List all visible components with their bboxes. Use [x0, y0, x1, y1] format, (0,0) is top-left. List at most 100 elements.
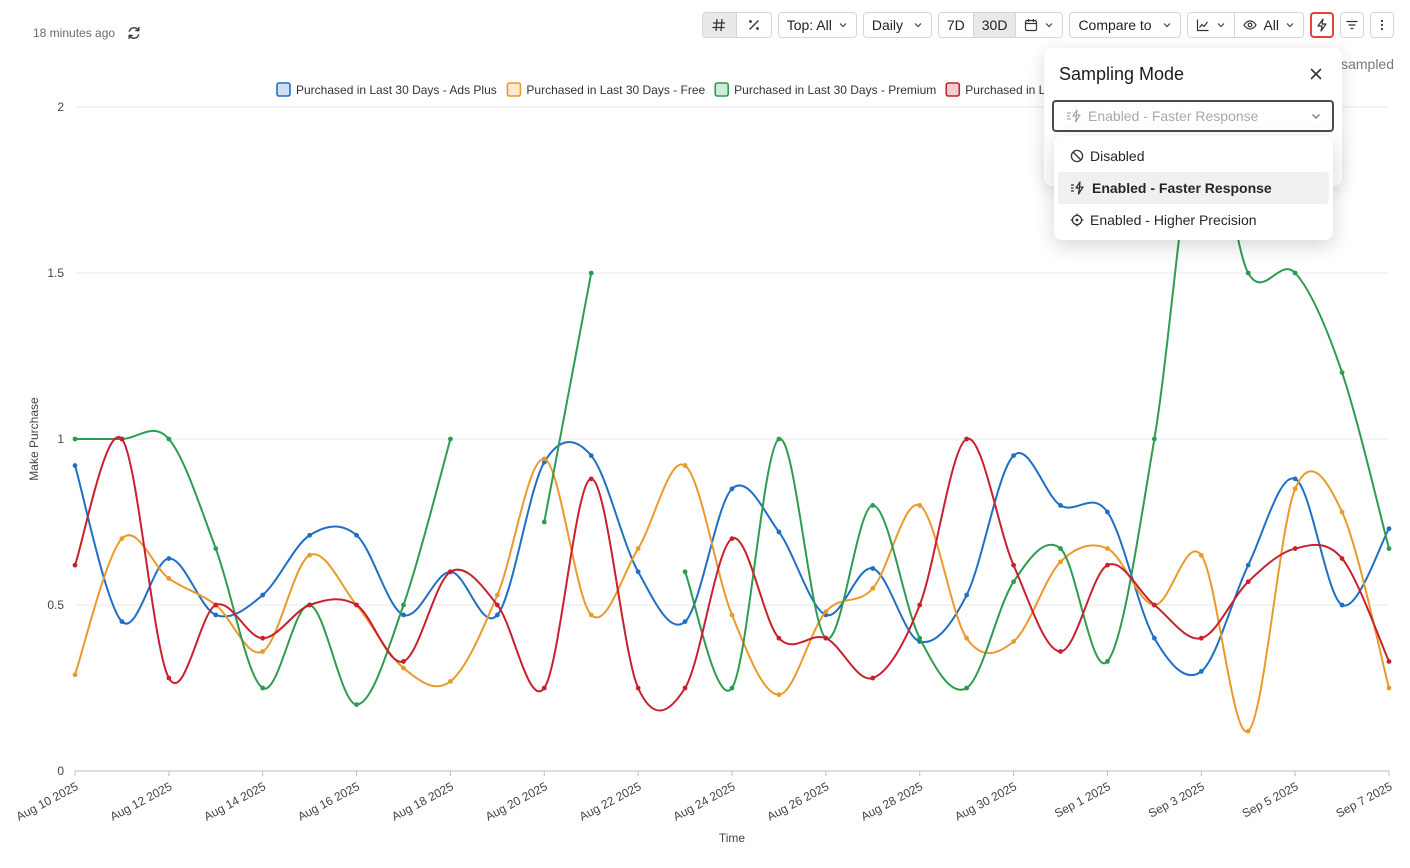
- filter-button[interactable]: [1340, 12, 1364, 38]
- chart-legend: Purchased in Last 30 Days - Ads Plus Purc…: [276, 82, 1109, 97]
- data-point: [682, 463, 688, 468]
- legend-item[interactable]: Purchased in Last 30 Days - Ads Plus: [276, 82, 497, 97]
- data-point: [541, 456, 547, 462]
- lightning-icon: [1317, 18, 1327, 32]
- data-point: [72, 463, 78, 468]
- data-point: [917, 635, 923, 641]
- data-point: [729, 612, 735, 618]
- range-7d-button[interactable]: 7D: [938, 13, 974, 37]
- x-tick-label: Aug 22 2025: [577, 779, 644, 823]
- data-point: [964, 592, 970, 598]
- data-point: [1058, 649, 1063, 654]
- option-label: Enabled - Higher Precision: [1090, 212, 1257, 228]
- crosshair-icon: [1070, 213, 1084, 227]
- popover-title: Sampling Mode: [1059, 64, 1185, 84]
- data-point: [870, 675, 876, 681]
- compare-to-dropdown[interactable]: Compare to: [1069, 12, 1182, 38]
- legend-label: Purchased in Last 30 Days - Premium: [734, 83, 936, 97]
- x-tick-label: Sep 5 2025: [1240, 779, 1301, 820]
- data-point: [213, 602, 219, 608]
- calendar-picker-button[interactable]: [1016, 13, 1063, 37]
- x-tick-label: Sep 1 2025: [1052, 779, 1113, 820]
- hash-icon[interactable]: [702, 13, 737, 37]
- data-point: [1151, 635, 1157, 641]
- display-options: All: [1187, 12, 1304, 38]
- y-axis-label: Make Purchase: [27, 397, 41, 481]
- y-axis-ticks: 0 0.5 1 1.5 2: [47, 100, 64, 778]
- data-point: [1011, 453, 1016, 458]
- option-disabled[interactable]: Disabled: [1058, 140, 1329, 172]
- close-icon[interactable]: [1308, 66, 1324, 82]
- x-tick-label: Aug 24 2025: [671, 779, 738, 823]
- chevron-down-icon: [1312, 114, 1320, 119]
- data-point: [401, 665, 406, 671]
- data-point: [541, 685, 547, 691]
- data-point: [1011, 562, 1016, 568]
- interval-dropdown[interactable]: Daily: [862, 12, 932, 38]
- sampling-mode-selected-value: Enabled - Faster Response: [1088, 108, 1259, 124]
- series-line: [74, 457, 1390, 733]
- data-point: [401, 612, 406, 618]
- sampling-mode-button[interactable]: [1310, 12, 1334, 38]
- legend-item[interactable]: Purchased in Last 30 Days - Free: [506, 82, 706, 97]
- series-line: [543, 272, 593, 523]
- data-point: [1058, 546, 1063, 551]
- data-point: [729, 685, 735, 691]
- data-point: [448, 436, 453, 442]
- data-point: [1245, 728, 1251, 734]
- legend-label: Purchased in Last 30 Days - Free: [526, 83, 705, 97]
- data-point: [1151, 602, 1157, 608]
- data-point: [354, 702, 359, 707]
- data-point: [1292, 486, 1298, 492]
- data-point: [870, 586, 876, 591]
- legend-swatch: [276, 82, 291, 97]
- chart-type-dropdown[interactable]: [1188, 13, 1236, 37]
- sampling-mode-select[interactable]: Enabled - Faster Response: [1052, 100, 1334, 132]
- data-point: [682, 685, 688, 691]
- value-format-toggle: [701, 12, 772, 38]
- x-tick-label: Sep 3 2025: [1146, 779, 1207, 820]
- data-point: [635, 685, 641, 691]
- data-point: [776, 635, 782, 641]
- data-point: [1011, 639, 1016, 644]
- x-axis-label: Time: [719, 831, 746, 845]
- last-updated-status: 18 minutes ago: [33, 24, 143, 42]
- y-tick-label: 0.5: [47, 598, 64, 612]
- series-0: [72, 441, 1392, 677]
- option-enabled-higher-precision[interactable]: Enabled - Higher Precision: [1058, 204, 1329, 236]
- data-point: [1292, 476, 1298, 482]
- x-tick-label: Sep 7 2025: [1334, 779, 1395, 820]
- data-point: [1198, 552, 1204, 558]
- data-point: [494, 612, 500, 618]
- data-point: [635, 546, 641, 551]
- data-point: [1339, 602, 1345, 608]
- legend-label: Purchased in Last 30 Days - Ads Plus: [296, 83, 497, 97]
- more-options-button[interactable]: [1370, 12, 1394, 38]
- lightning-icon: [1071, 181, 1084, 195]
- y-tick-label: 2: [57, 100, 64, 114]
- ban-icon: [1070, 149, 1084, 163]
- data-point: [354, 532, 359, 538]
- legend-item[interactable]: Purchased in Last 30 Days - Premium: [714, 82, 936, 97]
- data-point: [448, 569, 453, 575]
- lightning-icon: [1067, 109, 1081, 123]
- percent-icon[interactable]: [736, 13, 771, 37]
- legend-swatch: [945, 82, 961, 97]
- refresh-icon[interactable]: [125, 24, 143, 42]
- data-point: [166, 576, 172, 581]
- option-enabled-faster-response[interactable]: Enabled - Faster Response: [1058, 172, 1329, 204]
- data-point: [541, 519, 547, 525]
- data-point: [1386, 526, 1392, 532]
- x-tick-label: Aug 20 2025: [483, 779, 550, 823]
- chevron-down-icon: [839, 23, 847, 28]
- x-tick-label: Aug 28 2025: [858, 779, 925, 823]
- data-point: [307, 532, 313, 538]
- range-30d-button[interactable]: 30D: [973, 13, 1017, 37]
- data-point: [1245, 579, 1251, 585]
- data-point: [682, 619, 688, 624]
- data-point: [213, 546, 219, 551]
- data-point: [635, 569, 641, 575]
- chevron-down-icon: [1046, 23, 1053, 28]
- visibility-dropdown[interactable]: All: [1235, 13, 1303, 37]
- top-filter-dropdown[interactable]: Top: All: [777, 12, 857, 38]
